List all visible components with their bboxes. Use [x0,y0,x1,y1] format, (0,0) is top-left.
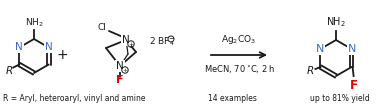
Text: F: F [350,79,358,92]
Text: 2 BF$_4$: 2 BF$_4$ [149,36,175,48]
Text: up to 81% yield: up to 81% yield [310,94,370,103]
Text: R: R [6,65,13,75]
Text: MeCN, 70 $^{\circ}$C, 2 h: MeCN, 70 $^{\circ}$C, 2 h [203,63,274,75]
Text: N: N [15,43,23,52]
Text: R: R [307,66,314,76]
Text: N: N [116,61,124,71]
Text: N: N [122,35,130,45]
Text: R = Aryl, heteroaryl, vinyl and amine: R = Aryl, heteroaryl, vinyl and amine [3,94,146,103]
Text: N: N [45,43,53,52]
Text: Cl: Cl [98,22,107,32]
Text: −: − [168,36,174,42]
Text: NH$_2$: NH$_2$ [326,15,346,29]
Text: N: N [347,44,356,54]
Text: N: N [316,44,325,54]
Text: +: + [129,41,134,47]
Text: +: + [56,48,68,62]
Text: Ag$_2$CO$_3$: Ag$_2$CO$_3$ [222,33,257,46]
Text: 14 examples: 14 examples [208,94,256,103]
Text: F: F [116,75,124,85]
Text: NH$_2$: NH$_2$ [25,17,43,29]
Text: +: + [122,68,128,72]
